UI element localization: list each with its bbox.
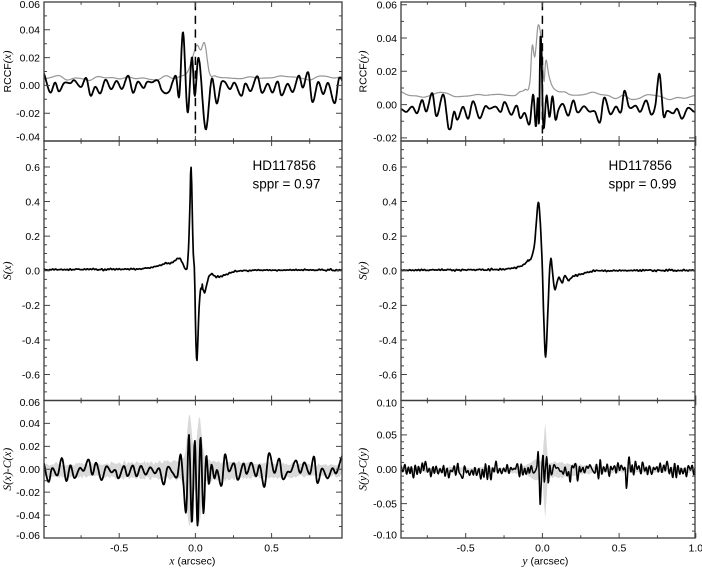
svg-text:S(y)-C(y): S(y)-C(y) [358,448,370,491]
svg-text:0.5: 0.5 [612,542,627,554]
svg-text:0.00: 0.00 [377,464,398,476]
svg-text:-0.02: -0.02 [373,133,397,145]
svg-text:-0.6: -0.6 [22,369,40,381]
svg-text:0.00: 0.00 [20,80,41,92]
svg-text:S(x): S(x) [2,261,14,280]
svg-text:0.05: 0.05 [377,430,398,442]
svg-text:-0.04: -0.04 [16,510,40,522]
svg-text:0.02: 0.02 [20,441,41,453]
svg-text:0.04: 0.04 [20,418,41,430]
svg-text:-0.2: -0.2 [22,300,40,312]
svg-text:-0.5: -0.5 [110,542,128,554]
svg-text:S(y): S(y) [358,261,370,280]
svg-text:HD117856: HD117856 [253,158,317,173]
svg-text:y (arcsec): y (arcsec) [521,556,568,568]
svg-text:0.10: 0.10 [377,397,398,409]
svg-text:0.0: 0.0 [188,542,203,554]
svg-text:-0.5: -0.5 [457,542,475,554]
svg-text:0.02: 0.02 [377,66,398,78]
svg-text:0.06: 0.06 [20,397,41,409]
svg-text:0.2: 0.2 [25,231,40,243]
svg-text:1.0: 1.0 [688,542,702,554]
svg-text:0.06: 0.06 [377,0,398,12]
svg-text:-0.2: -0.2 [379,300,397,312]
svg-text:RCCF(x): RCCF(x) [2,50,14,92]
svg-text:-0.02: -0.02 [16,487,40,499]
svg-text:0.0: 0.0 [25,266,40,278]
svg-text:sppr = 0.99: sppr = 0.99 [609,177,677,192]
svg-text:-0.04: -0.04 [16,132,40,144]
svg-text:0.6: 0.6 [25,162,40,174]
svg-text:0.04: 0.04 [20,25,41,37]
svg-text:-0.02: -0.02 [16,108,40,120]
svg-text:-0.4: -0.4 [379,335,397,347]
svg-text:0.00: 0.00 [20,464,41,476]
svg-text:0.0: 0.0 [382,266,397,278]
svg-text:0.4: 0.4 [25,196,40,208]
svg-text:-0.06: -0.06 [16,530,40,542]
svg-text:-0.05: -0.05 [373,498,397,510]
svg-text:0.5: 0.5 [264,542,279,554]
svg-text:sppr = 0.97: sppr = 0.97 [253,177,321,192]
svg-text:0.2: 0.2 [382,231,397,243]
svg-text:HD117856: HD117856 [609,158,673,173]
svg-text:0.0: 0.0 [535,542,550,554]
svg-text:RCCF(y): RCCF(y) [358,50,370,92]
svg-text:0.04: 0.04 [377,33,398,45]
svg-text:-0.6: -0.6 [379,369,397,381]
svg-text:0.4: 0.4 [382,196,397,208]
svg-text:-0.10: -0.10 [373,529,397,541]
svg-text:S(x)-C(x): S(x)-C(x) [2,448,14,491]
svg-text:-0.4: -0.4 [22,335,40,347]
svg-text:x (arcsec): x (arcsec) [168,556,215,568]
svg-text:0.6: 0.6 [382,162,397,174]
svg-text:0.06: 0.06 [20,0,41,11]
svg-text:0.02: 0.02 [20,52,41,64]
svg-text:0.00: 0.00 [377,99,398,111]
